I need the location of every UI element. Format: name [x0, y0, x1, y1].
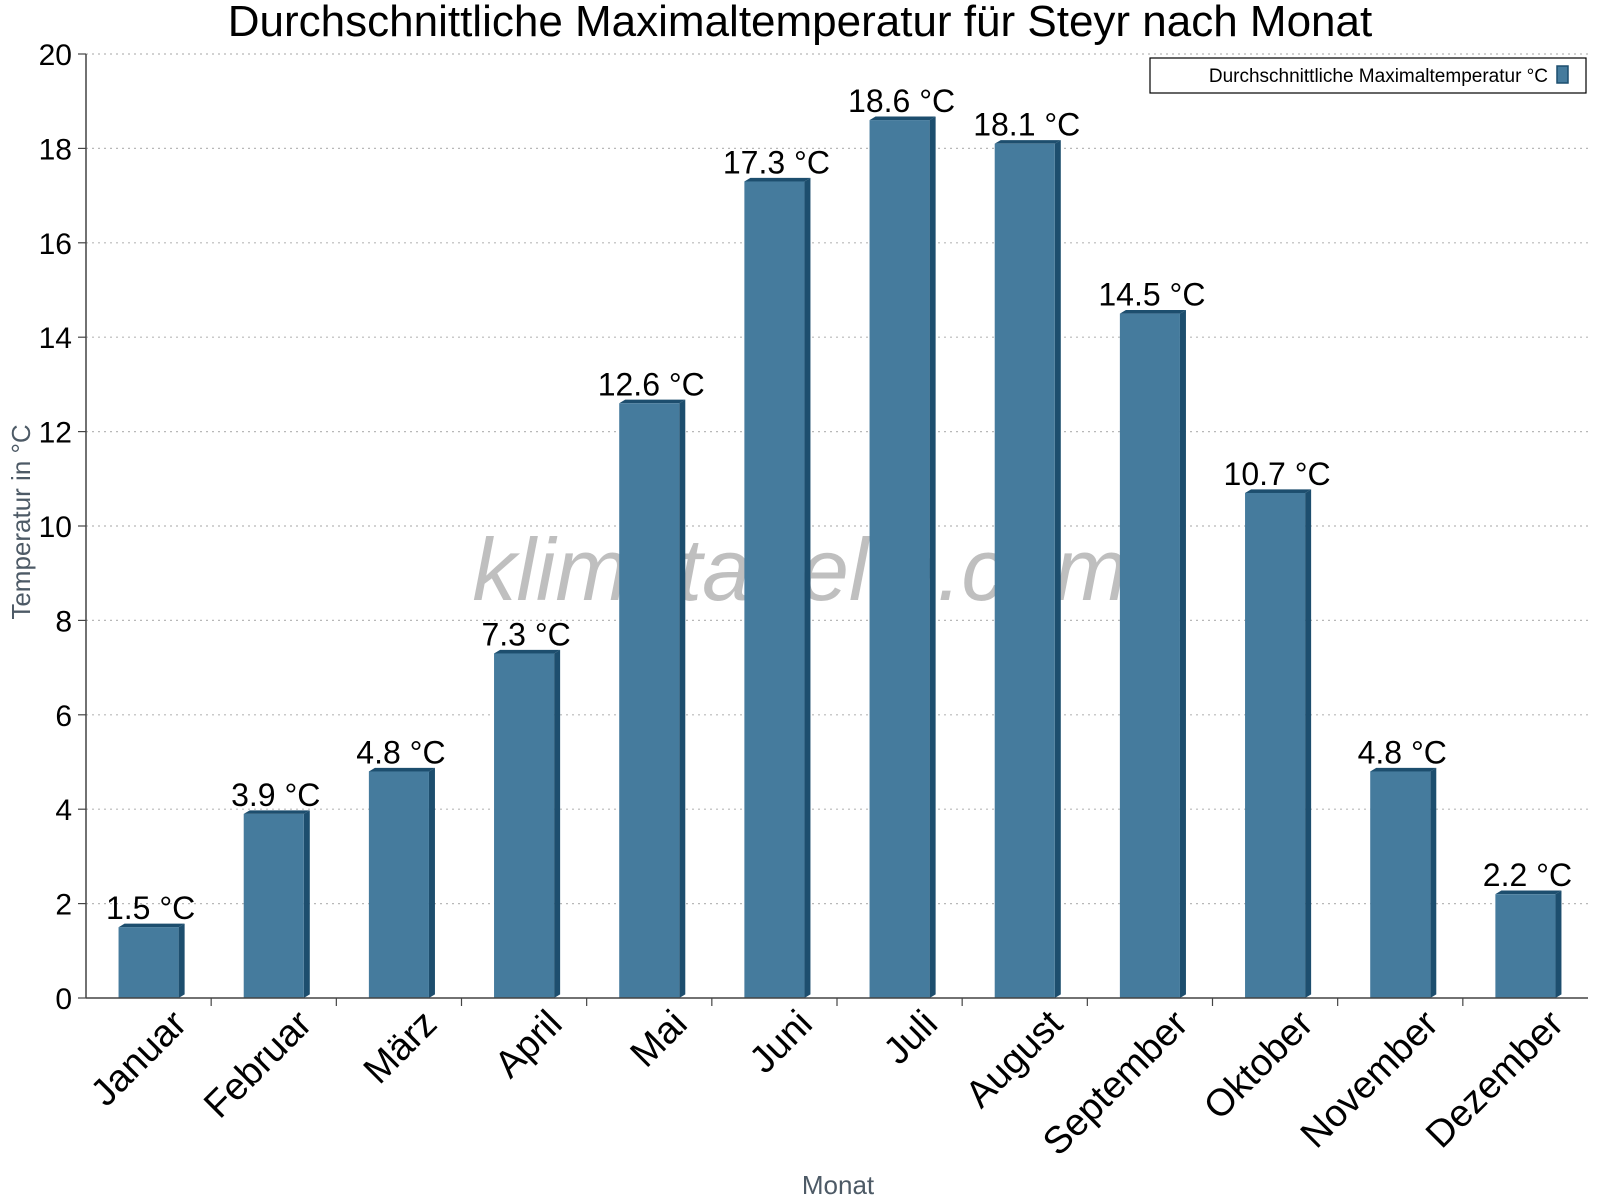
bar-side — [679, 399, 686, 998]
bar-front — [1495, 894, 1556, 998]
x-tick-label: Januar — [83, 1002, 195, 1114]
bar-top — [1119, 310, 1186, 314]
bar-side — [1305, 489, 1312, 998]
bar-side — [178, 923, 185, 998]
bar-side — [929, 116, 936, 999]
y-tick-label: 16 — [39, 228, 72, 261]
value-label: 14.5 °C — [1098, 277, 1205, 313]
bar-front — [118, 927, 179, 998]
bar-front — [494, 653, 555, 998]
x-axis-title: Monat — [802, 1170, 875, 1200]
y-tick-label: 6 — [55, 700, 72, 733]
value-label: 7.3 °C — [481, 616, 570, 652]
bar-januar — [118, 923, 185, 998]
value-label: 1.5 °C — [106, 890, 195, 926]
bar-front — [869, 120, 930, 998]
value-label: 2.2 °C — [1483, 857, 1572, 893]
bar-november — [1370, 767, 1437, 998]
bar-front — [1119, 313, 1180, 999]
bar-april — [494, 649, 561, 998]
x-tick-label: Oktober — [1196, 1002, 1322, 1128]
legend: Durchschnittliche Maximaltemperatur °C — [1149, 57, 1587, 94]
bar-oktober — [1245, 489, 1312, 998]
bar-side — [804, 177, 811, 999]
x-tick-label: Dezember — [1418, 1002, 1572, 1156]
bar-mai — [619, 399, 686, 998]
bar-top — [744, 177, 811, 182]
bar-top — [994, 140, 1061, 144]
bar-juli — [869, 116, 936, 999]
bar-top — [243, 810, 310, 814]
bar-front — [1370, 771, 1431, 998]
x-tick-label: März — [356, 1003, 445, 1092]
value-label: 12.6 °C — [598, 366, 705, 402]
bar-side — [1555, 890, 1562, 998]
bar-februar — [243, 810, 310, 998]
bar-juni — [744, 177, 811, 999]
bar-top — [1245, 489, 1312, 493]
legend-box — [1149, 57, 1587, 94]
y-tick-label: 14 — [39, 322, 72, 355]
bar-side — [1179, 310, 1186, 998]
y-tick-label: 2 — [55, 889, 72, 922]
bar-top — [869, 116, 936, 121]
y-tick-label: 8 — [55, 605, 72, 638]
legend-swatch — [1556, 65, 1569, 84]
bar-front — [243, 813, 304, 998]
chart-title: Durchschnittliche Maximaltemperatur für … — [228, 0, 1372, 46]
x-tick-label: Februar — [196, 1002, 320, 1126]
bar-top — [1370, 767, 1437, 772]
bar-front — [368, 771, 429, 998]
bar-side — [1054, 140, 1061, 998]
x-tick-label: Juli — [876, 1003, 946, 1073]
bar-märz — [368, 767, 435, 998]
y-tick-label: 12 — [39, 417, 72, 450]
y-tick-label: 20 — [39, 39, 72, 72]
bar-front — [744, 181, 805, 998]
bar-side — [303, 810, 310, 998]
value-label: 10.7 °C — [1224, 456, 1331, 492]
bar-side — [554, 649, 561, 998]
value-label: 18.1 °C — [973, 107, 1080, 143]
y-tick-label: 0 — [55, 983, 72, 1016]
y-tick-label: 4 — [55, 794, 72, 827]
value-label: 17.3 °C — [723, 144, 830, 180]
value-label: 4.8 °C — [356, 734, 445, 770]
y-tick-label: 10 — [39, 511, 72, 544]
legend-label: Durchschnittliche Maximaltemperatur °C — [1209, 66, 1548, 87]
bar-front — [619, 403, 680, 998]
y-axis-title: Temperatur in °C — [6, 424, 36, 619]
y-tick-label: 18 — [39, 133, 72, 166]
bar-top — [368, 767, 435, 772]
bar-front — [994, 143, 1055, 998]
bar-top — [494, 649, 561, 654]
value-label: 3.9 °C — [231, 777, 320, 813]
bar-top — [1495, 890, 1562, 895]
bar-front — [1245, 492, 1306, 998]
bar-top — [619, 399, 686, 404]
x-tick-label: April — [487, 1003, 570, 1086]
x-tick-label: Mai — [623, 1003, 696, 1076]
x-tick-label: August — [958, 1002, 1072, 1116]
value-label: 4.8 °C — [1358, 734, 1447, 770]
bar-august — [994, 140, 1061, 998]
bar-september — [1119, 310, 1186, 999]
value-labels: 1.5 °C 3.9 °C 4.8 °C 7.3 °C 12.6 °C 17.3 °C 18… — [106, 83, 1572, 926]
bars — [118, 116, 1562, 999]
x-tick-label: Juni — [742, 1003, 821, 1082]
bar-top — [118, 923, 185, 928]
bar-side — [1430, 767, 1437, 998]
bar-side — [428, 767, 435, 998]
gridlines — [86, 53, 1588, 905]
bar-dezember — [1495, 890, 1562, 998]
value-label: 18.6 °C — [848, 83, 955, 119]
